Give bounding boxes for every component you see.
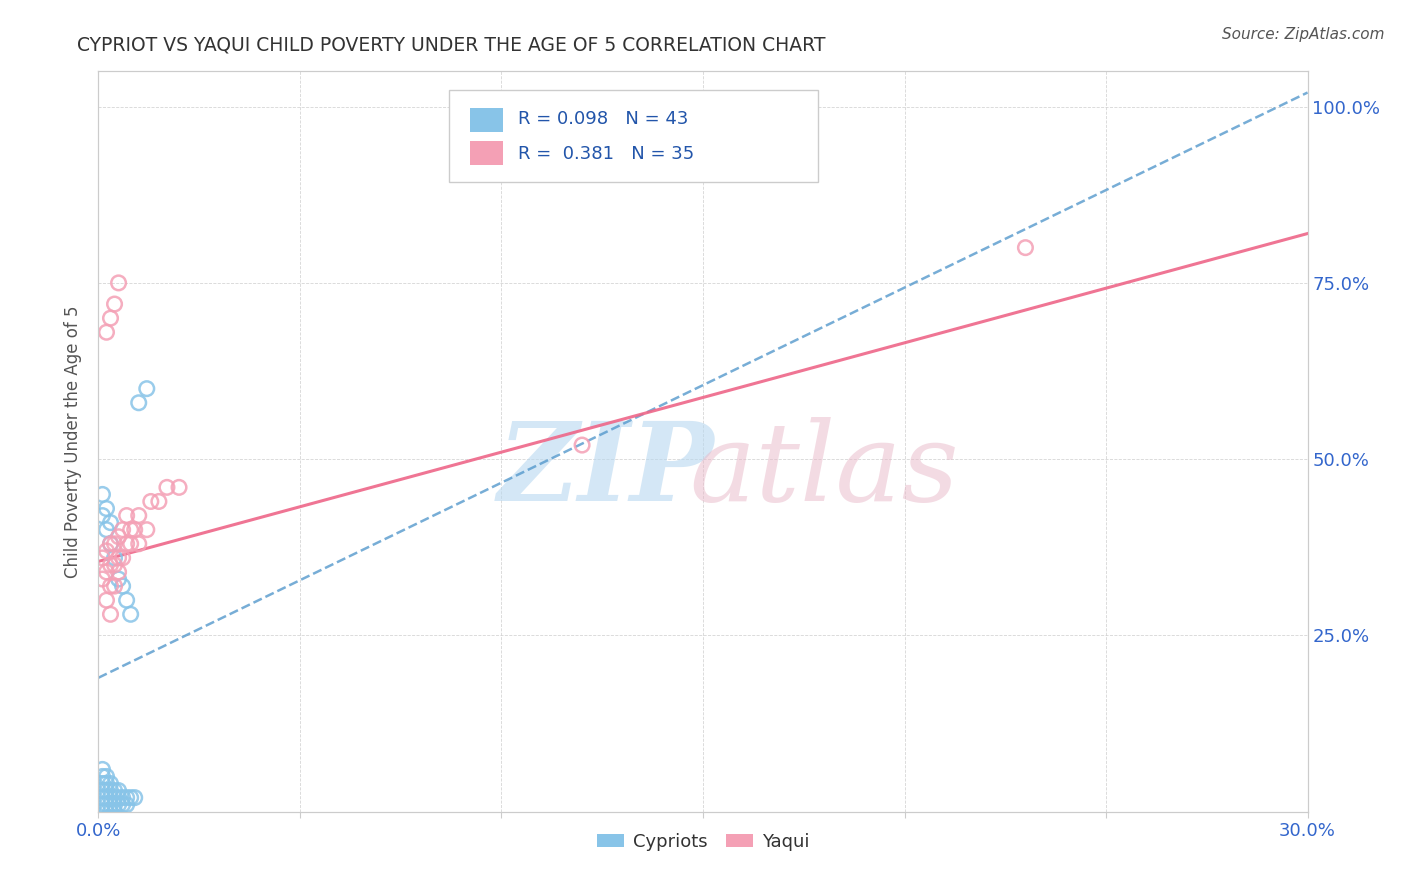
Point (115, 790, 138, 805)
Point (96, 565, 118, 579)
Point (96, 501, 118, 516)
Point (111, 523, 134, 537)
Text: Source: ZipAtlas.com: Source: ZipAtlas.com (1222, 27, 1385, 42)
Point (156, 480, 179, 494)
Point (120, 537, 142, 551)
Text: R =  0.381   N = 35: R = 0.381 N = 35 (517, 145, 695, 162)
Point (111, 797, 134, 812)
Text: CYPRIOT VS YAQUI CHILD POVERTY UNDER THE AGE OF 5 CORRELATION CHART: CYPRIOT VS YAQUI CHILD POVERTY UNDER THE… (77, 36, 825, 54)
Point (103, 790, 125, 805)
Point (115, 593, 138, 607)
Point (107, 530, 129, 544)
Point (103, 783, 125, 797)
Point (103, 805, 125, 819)
Point (96, 523, 118, 537)
Point (96, 769, 118, 783)
Point (111, 790, 134, 805)
Point (103, 797, 125, 812)
Point (91, 508, 114, 523)
Point (100, 797, 122, 812)
Point (103, 558, 125, 572)
Point (100, 558, 122, 572)
Text: atlas: atlas (689, 417, 959, 524)
Point (135, 523, 157, 537)
Point (91, 783, 114, 797)
Text: ZIP: ZIP (498, 417, 714, 524)
Point (100, 805, 122, 819)
Point (91, 550, 114, 565)
Point (91, 790, 114, 805)
Point (128, 508, 150, 523)
Point (96, 593, 118, 607)
Point (571, 438, 593, 452)
Point (100, 537, 122, 551)
Point (100, 607, 122, 622)
Point (100, 311, 122, 326)
Point (1014, 241, 1036, 255)
FancyBboxPatch shape (470, 141, 503, 165)
Point (100, 579, 122, 593)
Point (91, 769, 114, 783)
Point (107, 565, 129, 579)
Point (111, 550, 134, 565)
Point (120, 607, 142, 622)
Point (91, 805, 114, 819)
Point (107, 790, 129, 805)
Point (120, 790, 142, 805)
Point (96, 325, 118, 339)
Point (107, 783, 129, 797)
Point (148, 494, 170, 508)
FancyBboxPatch shape (449, 90, 818, 183)
Y-axis label: Child Poverty Under the Age of 5: Child Poverty Under the Age of 5 (65, 305, 83, 578)
Point (107, 550, 129, 565)
Point (96, 544, 118, 558)
Point (124, 523, 146, 537)
Point (91, 487, 114, 501)
Point (115, 797, 138, 812)
Point (91, 763, 114, 777)
Point (103, 550, 125, 565)
Point (107, 276, 129, 290)
Point (100, 790, 122, 805)
Point (100, 776, 122, 790)
Point (103, 537, 125, 551)
Text: R = 0.098   N = 43: R = 0.098 N = 43 (517, 111, 689, 128)
Point (128, 537, 150, 551)
Point (100, 537, 122, 551)
Point (100, 783, 122, 797)
Point (96, 790, 118, 805)
Point (96, 805, 118, 819)
Point (103, 579, 125, 593)
Point (91, 776, 114, 790)
Point (139, 494, 162, 508)
Point (111, 579, 134, 593)
Point (107, 797, 129, 812)
Point (107, 572, 129, 586)
Point (96, 783, 118, 797)
Point (100, 516, 122, 530)
Legend: Cypriots, Yaqui: Cypriots, Yaqui (589, 826, 817, 858)
Point (167, 480, 190, 494)
Point (135, 382, 157, 396)
Point (128, 396, 150, 410)
Point (91, 572, 114, 586)
Point (115, 508, 138, 523)
Point (103, 297, 125, 311)
Point (96, 797, 118, 812)
Point (124, 790, 146, 805)
Point (115, 537, 138, 551)
Point (91, 797, 114, 812)
Point (96, 776, 118, 790)
Point (120, 523, 142, 537)
FancyBboxPatch shape (470, 108, 503, 132)
